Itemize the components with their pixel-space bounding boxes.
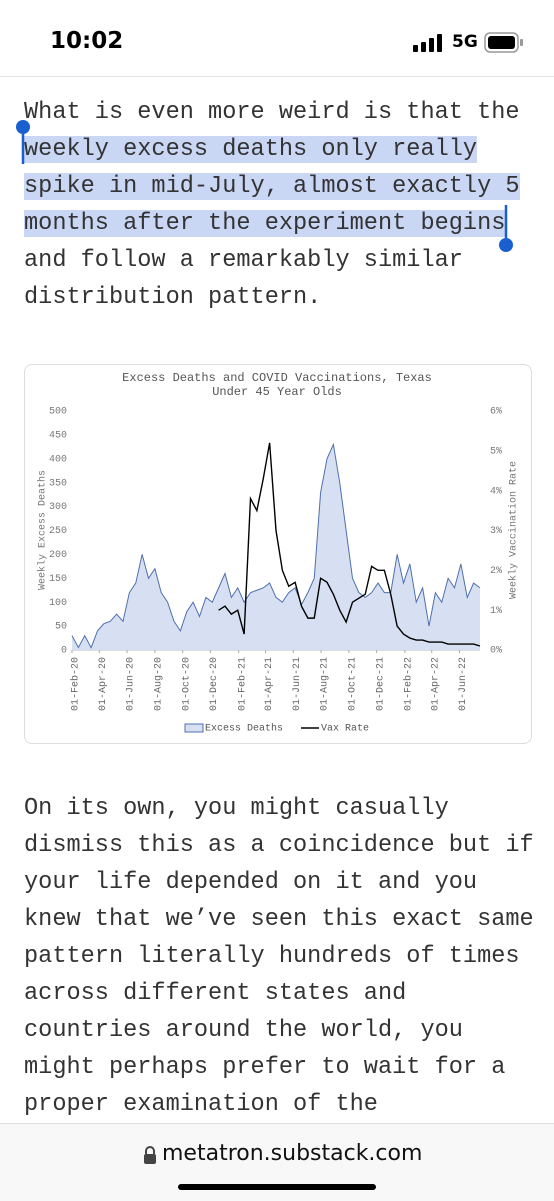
x-tick-label: 01-Oct-21 [347,657,358,711]
x-tick-label: 01-Dec-21 [375,657,386,711]
x-tick-label: 01-Feb-21 [236,657,248,711]
browser-address-bar[interactable]: metatron.substack.com [0,1123,554,1201]
area-fill [72,444,480,650]
legend-swatch [184,723,204,733]
x-tick-label: 01-Aug-20 [154,657,165,711]
y-tick-label: 0 [61,646,67,657]
paragraph: What is even more weird is that the week… [24,94,539,316]
signal-icon [413,34,442,52]
y2-tick-label: 5% [490,446,502,457]
x-tick-label: 01-Apr-21 [264,657,275,711]
x-tick-label: 01-Jun-22 [458,657,469,711]
status-bar: 10:02 5G [0,0,554,77]
y-tick-label: 300 [49,502,67,513]
x-tick-label: 01-Aug-21 [320,657,331,711]
text: What is even more weird is that the [24,99,520,126]
y-tick-label: 150 [49,574,67,585]
chart-title: Excess Deaths and COVID Vaccinations, Te… [122,371,432,385]
x-tick-label: 01-Dec-20 [209,657,220,711]
x-tick-label: 01-Feb-22 [403,657,415,711]
y-tick-label: 500 [49,407,67,418]
home-indicator [178,1184,376,1190]
url[interactable]: metatron.substack.com [162,1141,423,1166]
legend-label: Excess Deaths [205,723,283,735]
x-tick-label: 01-Feb-20 [70,657,82,711]
legend-label: Vax Rate [321,724,369,735]
x-tick-label: 01-Jun-20 [126,657,137,711]
x-tick-label: 01-Apr-22 [430,657,441,711]
y2-axis-title: Weekly Vaccination Rate [508,461,520,599]
clock: 10:02 [50,28,124,54]
chart: Excess Deaths and COVID Vaccinations, Te… [37,371,520,735]
y-axis-title: Weekly Excess Deaths [37,470,49,590]
y-tick-label: 350 [49,478,67,489]
y-tick-label: 400 [49,454,67,465]
y-tick-label: 100 [49,598,67,609]
y-tick-label: 450 [49,431,67,442]
y-tick-label: 250 [49,526,67,537]
y2-tick-label: 0% [490,646,502,657]
selected-text[interactable]: weekly excess deaths only really spike i… [24,136,520,237]
y2-tick-label: 3% [490,526,502,537]
chart-container [24,364,532,744]
network-type: 5G [452,32,478,52]
battery-icon [484,32,523,53]
x-tick-label: 01-Oct-20 [181,657,192,711]
x-tick-label: 01-Apr-20 [98,657,109,711]
text: and follow a remarkably similar distribu… [24,247,463,311]
y2-tick-label: 6% [490,407,502,418]
lock-icon [144,1146,156,1164]
x-tick-label: 01-Jun-21 [292,657,303,711]
y2-tick-label: 1% [490,606,502,617]
y-tick-label: 50 [55,622,67,633]
y2-tick-label: 4% [490,486,502,497]
chart-subtitle: Under 45 Year Olds [212,385,342,399]
y-tick-label: 200 [49,550,67,561]
area-line [71,442,481,649]
line [218,442,481,647]
paragraph: On its own, you might casually dismiss t… [24,795,534,1118]
y2-tick-label: 2% [490,566,502,577]
